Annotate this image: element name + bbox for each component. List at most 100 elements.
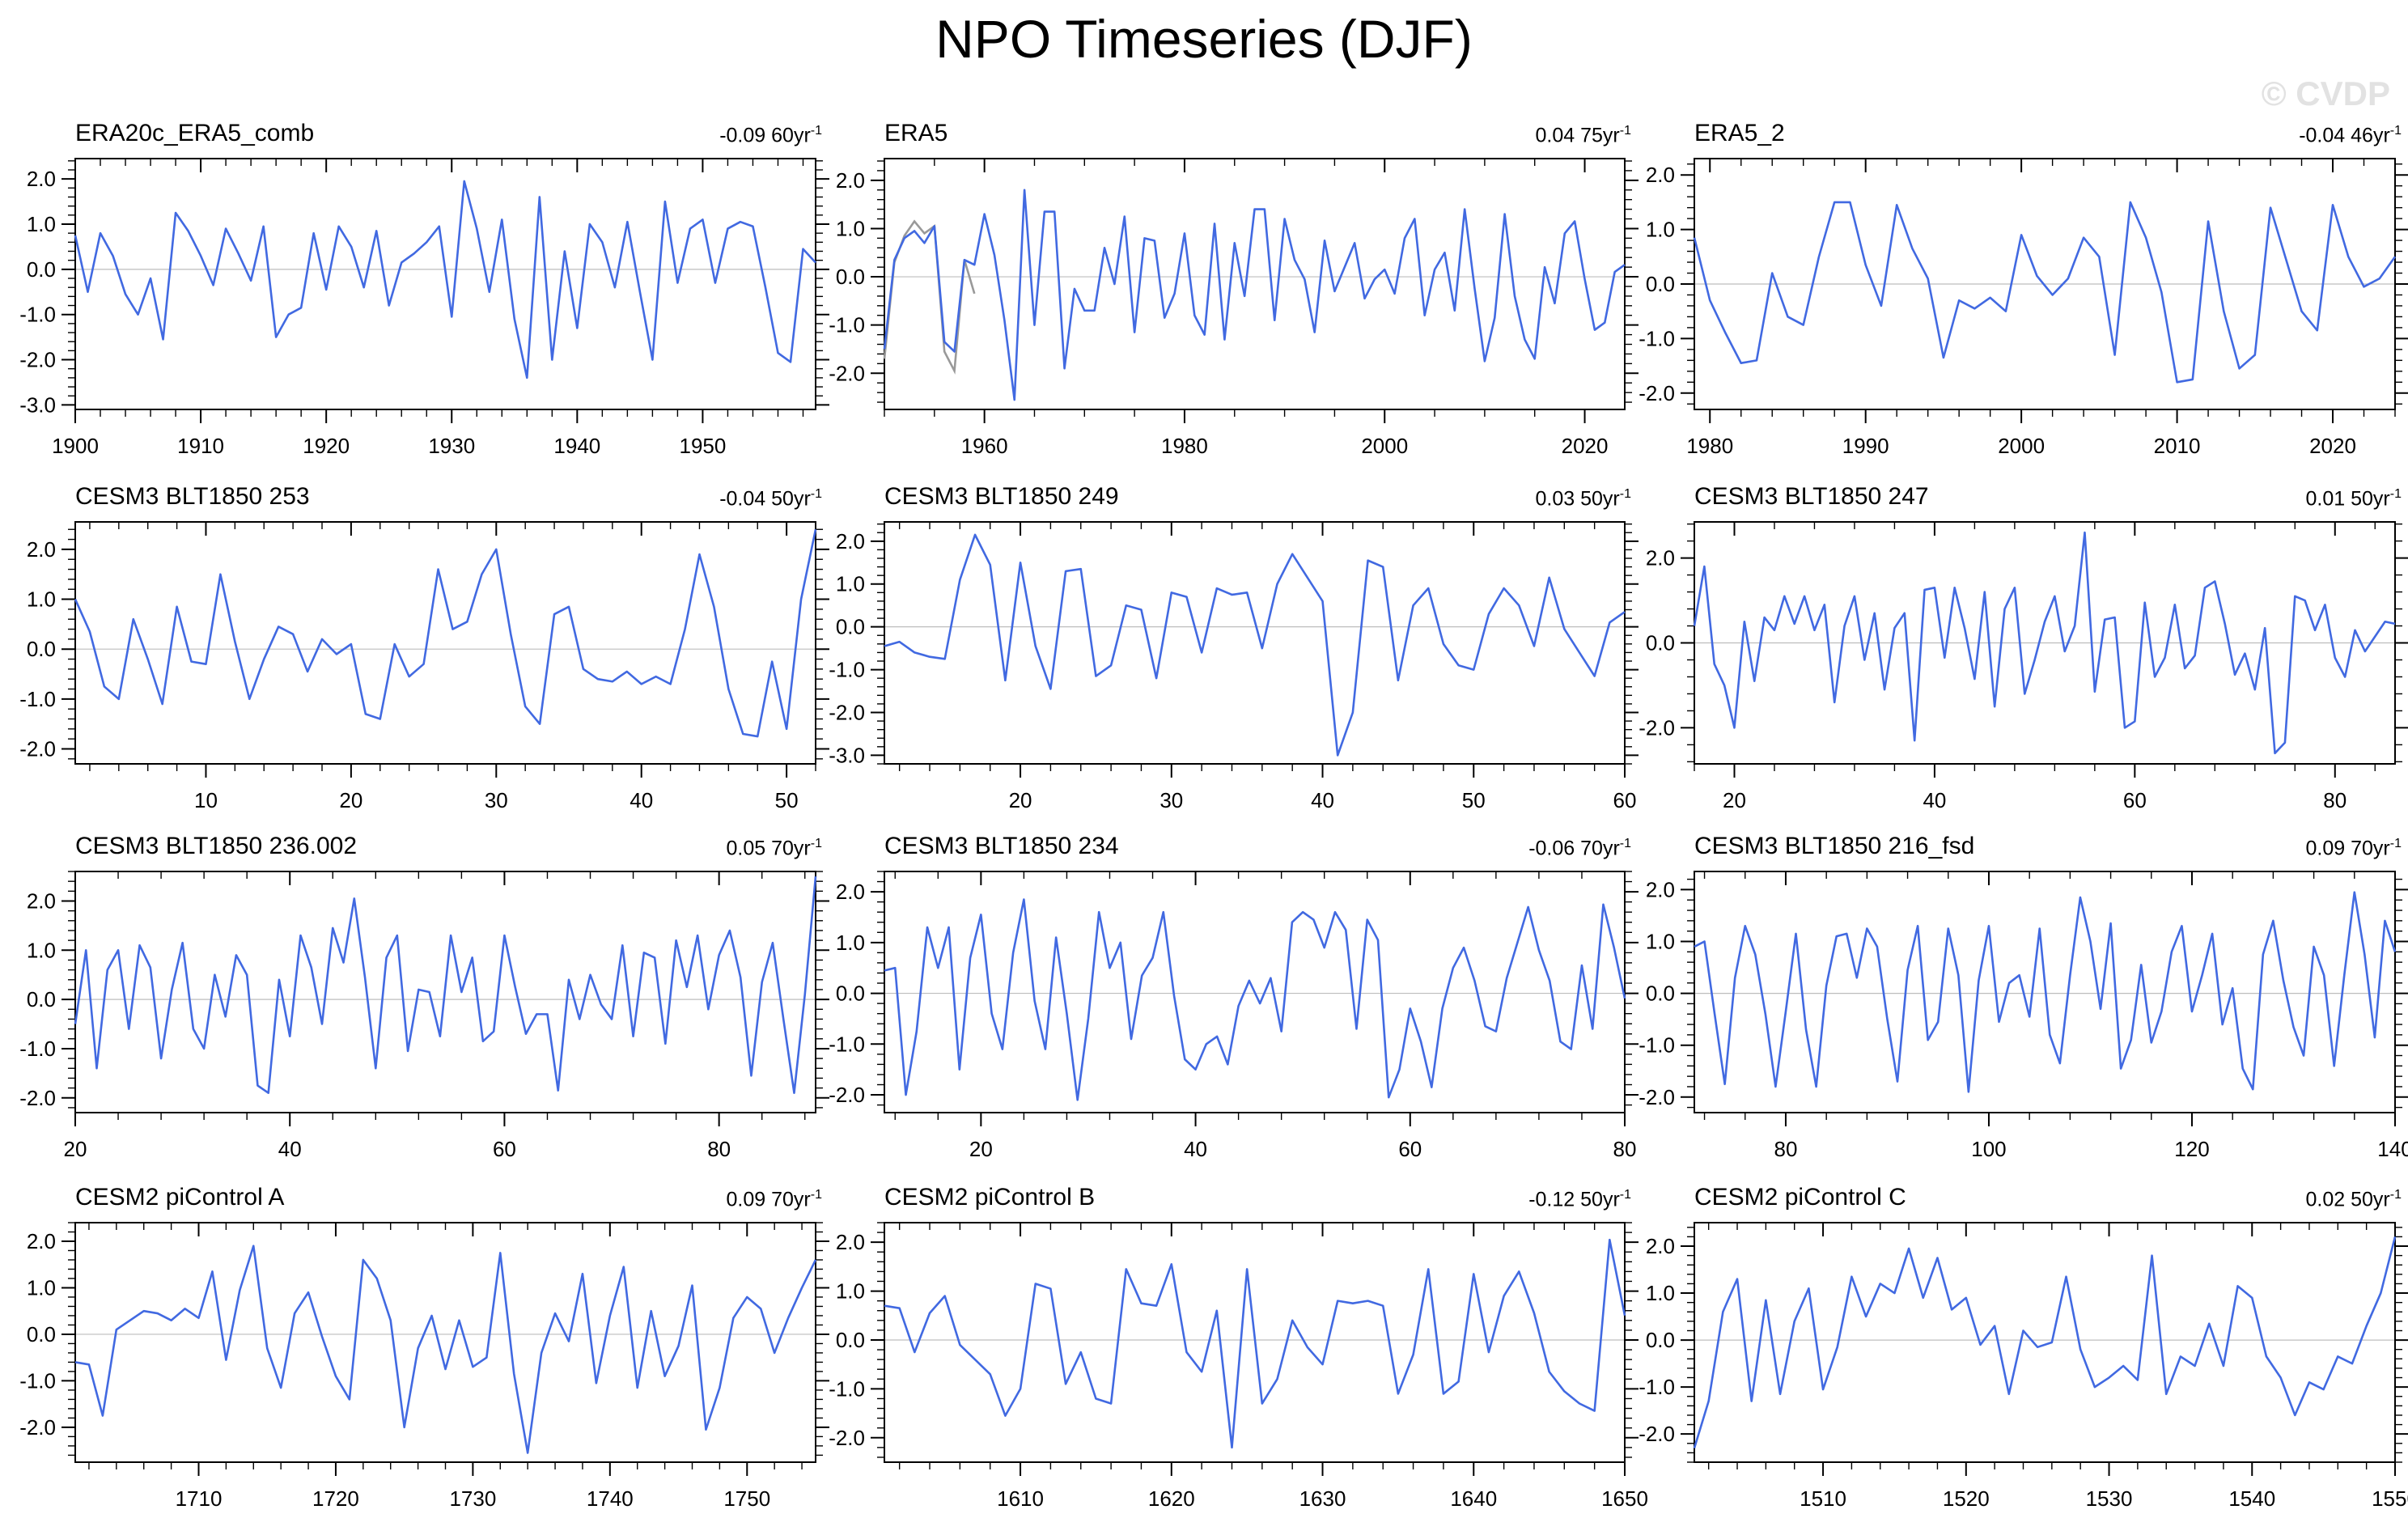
plot-frame (74, 1222, 816, 1463)
y-tick-label: 0.0 (27, 1322, 56, 1346)
y-tick-label: -2.0 (19, 1415, 56, 1440)
timeseries-plot: 20 40 60 80 2.0 1.0 0.0 -1.0 -2.0 (829, 871, 1639, 1161)
panel-title: ERA5_2 (1694, 120, 1785, 146)
y-tick-label: 1.0 (1646, 930, 1675, 954)
panel-title: CESM3 BLT1850 253 (75, 483, 310, 510)
y-tick-label: 1.0 (836, 1279, 865, 1304)
plot-frame (1694, 871, 2396, 1113)
x-tick-label: 80 (1613, 1137, 1637, 1161)
x-tick-label: 1940 (553, 434, 600, 458)
y-tick-label: 1.0 (27, 938, 56, 962)
x-tick-label: 1720 (312, 1486, 359, 1511)
y-tick-label: -1.0 (829, 1032, 865, 1056)
panel-trend: 0.05 70yr-1 (726, 836, 822, 859)
x-tick-label: 1730 (449, 1486, 496, 1511)
y-tick-label: 2.0 (27, 167, 56, 191)
x-tick-label: 20 (64, 1137, 87, 1161)
y-tick-label: -1.0 (829, 1376, 865, 1401)
x-tick-label: 1640 (1450, 1486, 1497, 1511)
series-line (883, 189, 1626, 401)
y-tick-label: -2.0 (19, 1086, 56, 1110)
y-tick-label: 0.0 (1646, 631, 1675, 655)
y-tick-label: 0.0 (27, 987, 56, 1011)
y-tick-label: -1.0 (1639, 1375, 1675, 1399)
panel-trend: -0.09 60yr-1 (719, 123, 822, 146)
x-tick-label: 1910 (177, 434, 224, 458)
y-tick-label: 1.0 (27, 1275, 56, 1300)
panel-header: CESM3 BLT1850 249 0.03 50yr-1 (884, 483, 1631, 511)
y-tick-label: 2.0 (836, 529, 865, 553)
x-tick-label: 40 (278, 1137, 302, 1161)
x-tick-label: 40 (1184, 1137, 1207, 1161)
panel-header: CESM2 piControl A 0.09 70yr-1 (75, 1184, 822, 1211)
panel-header: CESM3 BLT1850 236.002 0.05 70yr-1 (75, 833, 822, 860)
panel-trend: 0.03 50yr-1 (1535, 486, 1631, 510)
plot-frame (74, 871, 816, 1113)
panel-title: ERA20c_ERA5_comb (75, 120, 315, 146)
timeseries-plot: 20 30 40 50 60 2.0 1.0 0.0 -1.0 -2.0 -3.0 (829, 521, 1639, 812)
x-tick-label: 2010 (2154, 434, 2201, 458)
y-tick-label: 2.0 (27, 888, 56, 913)
plot-frame (74, 521, 816, 765)
plot-frame (1694, 158, 2396, 410)
series-line (1693, 201, 2397, 384)
x-tick-label: 2020 (1562, 434, 1609, 458)
y-tick-label: 0.0 (836, 615, 865, 639)
y-tick-label: -1.0 (829, 658, 865, 682)
x-tick-label: 1610 (997, 1486, 1044, 1511)
y-tick-label: -2.0 (19, 737, 56, 761)
x-tick-label: 2000 (1361, 434, 1408, 458)
cvdp-watermark: © CVDP (2261, 74, 2390, 112)
timeseries-plot: 1710 1720 1730 1740 1750 2.0 1.0 0.0 -1.0 -2.0 (19, 1222, 829, 1511)
panel-title: CESM3 BLT1850 216_fsd (1694, 833, 1975, 859)
plot-frame (1694, 1222, 2396, 1463)
panel-header: ERA5 0.04 75yr-1 (884, 120, 1631, 147)
x-tick-label: 1740 (587, 1486, 634, 1511)
y-tick-label: -1.0 (19, 687, 56, 711)
y-tick-label: 2.0 (27, 1229, 56, 1253)
x-tick-label: 1520 (1943, 1486, 1990, 1511)
x-tick-label: 2020 (2309, 434, 2356, 458)
x-tick-label: 1620 (1148, 1486, 1195, 1511)
panel-trend: -0.12 50yr-1 (1528, 1187, 1631, 1211)
x-tick-label: 2000 (1998, 434, 2045, 458)
y-tick-label: -2.0 (829, 361, 865, 385)
panel-header: CESM2 piControl B -0.12 50yr-1 (884, 1184, 1631, 1211)
y-tick-label: 0.0 (27, 637, 56, 661)
y-tick-label: -2.0 (829, 700, 865, 724)
y-tick-label: 2.0 (1646, 546, 1675, 570)
series-line (884, 533, 1626, 757)
panel-header: ERA20c_ERA5_comb -0.09 60yr-1 (75, 120, 822, 147)
x-tick-label: 50 (1462, 788, 1486, 812)
x-tick-label: 1950 (680, 434, 727, 458)
y-tick-label: -2.0 (1639, 1422, 1675, 1446)
x-tick-label: 40 (630, 788, 653, 812)
panel-header: CESM3 BLT1850 247 0.01 50yr-1 (1694, 483, 2402, 511)
x-tick-label: 1980 (1686, 434, 1733, 458)
y-tick-label: -1.0 (1639, 1033, 1675, 1058)
series-line (1694, 891, 2397, 1093)
series-line (1693, 1236, 2397, 1448)
y-tick-label: 1.0 (1646, 1281, 1675, 1305)
x-tick-label: 1990 (1842, 434, 1889, 458)
panel-title: CESM2 piControl C (1694, 1184, 1906, 1211)
y-tick-label: 0.0 (1646, 982, 1675, 1006)
y-tick-label: 2.0 (1646, 1234, 1675, 1258)
x-tick-label: 60 (493, 1137, 516, 1161)
y-tick-label: 1.0 (27, 212, 56, 236)
panel-trend: 0.09 70yr-1 (2305, 836, 2402, 859)
timeseries-plot: 1510 1520 1530 1540 1550 2.0 1.0 0.0 -1.0 -2.0 (1639, 1222, 2408, 1511)
y-tick-label: -1.0 (1639, 326, 1675, 350)
y-tick-label: 2.0 (836, 880, 865, 904)
y-tick-label: 2.0 (1646, 877, 1675, 901)
y-tick-label: 1.0 (836, 216, 865, 240)
x-tick-label: 1920 (303, 434, 350, 458)
panel-trend: 0.01 50yr-1 (2305, 486, 2402, 510)
series-line (74, 1245, 817, 1454)
page-title: NPO Timeseries (DJF) (935, 9, 1473, 69)
panel-header: CESM3 BLT1850 234 -0.06 70yr-1 (884, 833, 1631, 860)
y-tick-label: -1.0 (19, 1368, 56, 1393)
y-tick-label: 2.0 (836, 168, 865, 193)
x-tick-label: 60 (1613, 788, 1637, 812)
panel-trend: -0.06 70yr-1 (1528, 836, 1631, 859)
